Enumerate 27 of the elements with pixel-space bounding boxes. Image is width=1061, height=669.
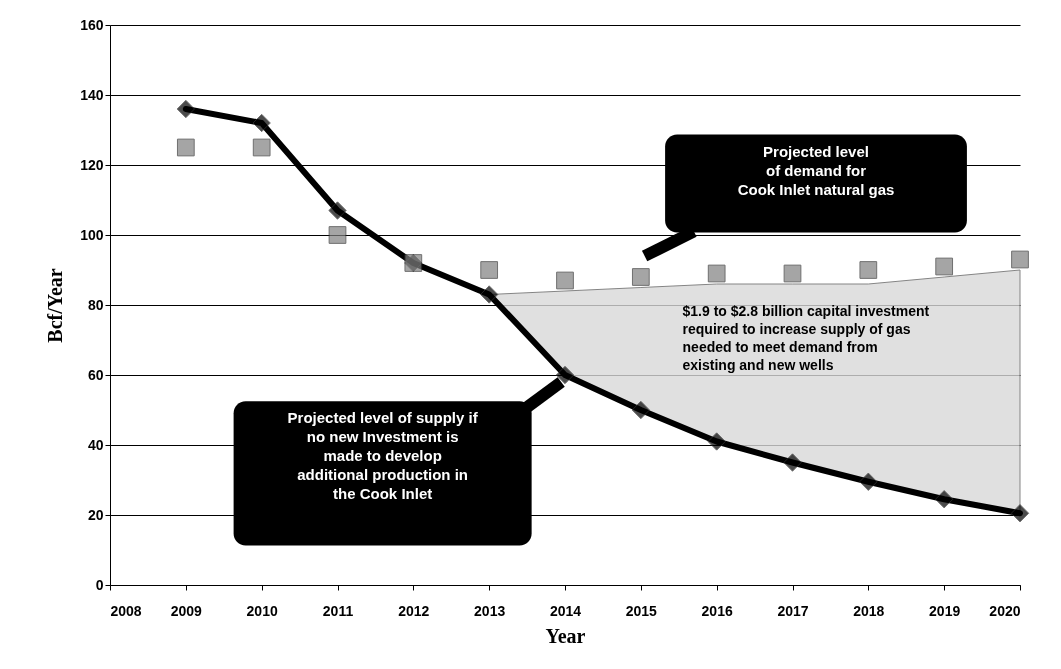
x-tick-label: 2016 — [701, 602, 733, 619]
x-tick-label: 2020 — [989, 602, 1021, 619]
y-axis-title: Bcf/Year — [44, 268, 67, 343]
y-tick-label: 0 — [95, 576, 104, 593]
x-tick-label: 2017 — [777, 602, 809, 619]
y-tick-label: 20 — [87, 506, 104, 523]
x-tick-label: 2010 — [246, 602, 278, 619]
y-tick-label: 60 — [87, 366, 104, 383]
annotation: Projected level of demand for Cook Inlet natural gas — [737, 142, 895, 198]
x-tick-label: 2013 — [474, 602, 506, 619]
y-tick-label: 40 — [87, 436, 104, 453]
x-tick-label: 2019 — [929, 602, 961, 619]
y-tick-label: 160 — [80, 16, 104, 33]
y-tick-label: 120 — [80, 156, 104, 173]
y-tick-label: 100 — [80, 226, 104, 243]
x-tick-label: 2008 — [110, 602, 142, 619]
x-tick-label: 2011 — [322, 602, 354, 619]
x-tick-label: 2015 — [625, 602, 658, 619]
x-axis-title: Year — [545, 624, 586, 647]
x-tick-label: 2009 — [170, 602, 203, 619]
x-tick-label: 2012 — [398, 602, 430, 619]
x-tick-label: 2018 — [853, 602, 885, 619]
annotation: $1.9 to $2.8 billion capital investment required to increase supply of gas needed to meet demand from existing and new wells — [682, 303, 930, 373]
annotation: Projected level of supply if no new Investment is made to develop additional production in the Cook Inlet — [287, 409, 479, 503]
y-tick-label: 140 — [80, 86, 104, 103]
y-tick-label: 80 — [87, 296, 104, 313]
x-tick-label: 2014 — [549, 602, 582, 619]
